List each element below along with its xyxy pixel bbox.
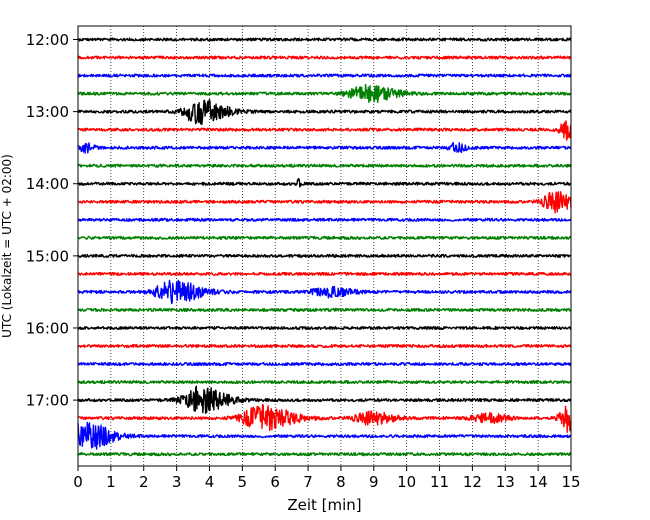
seismogram-trace — [77, 83, 572, 104]
seismogram-trace — [77, 99, 572, 126]
seismogram-trace — [77, 343, 572, 349]
x-tick-label: 1 — [106, 473, 116, 491]
y-tick-label: 16:00 — [26, 319, 69, 337]
x-axis-label: Zeit [min] — [287, 496, 361, 514]
x-tick-label: 10 — [397, 473, 416, 491]
x-tick-label: 13 — [496, 473, 515, 491]
x-tick-label: 15 — [561, 473, 580, 491]
y-tick-label: 12:00 — [26, 31, 69, 49]
seismogram-trace — [77, 361, 572, 367]
seismogram-trace — [77, 325, 572, 331]
x-tick-label: 14 — [529, 473, 548, 491]
seismogram-trace — [77, 235, 572, 240]
seismogram-trace — [77, 452, 572, 457]
y-tick-label: 13:00 — [26, 103, 69, 121]
seismogram-trace — [77, 385, 572, 414]
seismogram-trace — [77, 120, 572, 141]
y-tick-label: 14:00 — [26, 175, 69, 193]
x-tick-label: 3 — [172, 473, 182, 491]
seismogram-trace — [77, 379, 572, 385]
y-tick-label: 17:00 — [26, 392, 69, 410]
plot-frame — [77, 25, 572, 467]
x-tick-label: 11 — [430, 473, 449, 491]
seismogram-trace — [77, 73, 572, 78]
x-tick-label: 0 — [73, 473, 83, 491]
seismogram-trace — [77, 421, 572, 450]
seismogram-traces — [77, 37, 572, 457]
x-tick-label: 7 — [303, 473, 313, 491]
seismogram-trace — [77, 141, 572, 154]
seismogram-trace — [77, 271, 572, 276]
seismogram-trace — [77, 217, 572, 222]
seismogram-trace — [77, 253, 572, 258]
x-axis-ticks: 0 1 2 3 4 5 6 7 8 9 10 11 12 13 14 15 — [73, 466, 581, 491]
x-tick-label: 4 — [205, 473, 215, 491]
seismogram-trace — [77, 37, 572, 42]
x-tick-label: 2 — [139, 473, 149, 491]
seismogram-trace — [77, 191, 572, 214]
y-axis-ticks: 12:00 13:00 14:00 15:00 16:00 17:00 — [26, 31, 78, 410]
x-tick-label: 5 — [238, 473, 248, 491]
seismogram-trace — [77, 177, 572, 188]
y-axis-label: UTC (Lokalzeit = UTC + 02:00) — [0, 154, 14, 338]
x-tick-label: 9 — [369, 473, 379, 491]
seismogram-trace — [77, 279, 572, 304]
x-tick-label: 6 — [270, 473, 280, 491]
y-tick-label: 15:00 — [26, 247, 69, 265]
x-tick-label: 12 — [463, 473, 482, 491]
seismogram-trace — [77, 403, 572, 433]
seismogram-trace — [77, 163, 572, 168]
x-tick-label: 8 — [336, 473, 346, 491]
seismogram-trace — [77, 55, 572, 60]
seismogram-trace — [77, 307, 572, 313]
